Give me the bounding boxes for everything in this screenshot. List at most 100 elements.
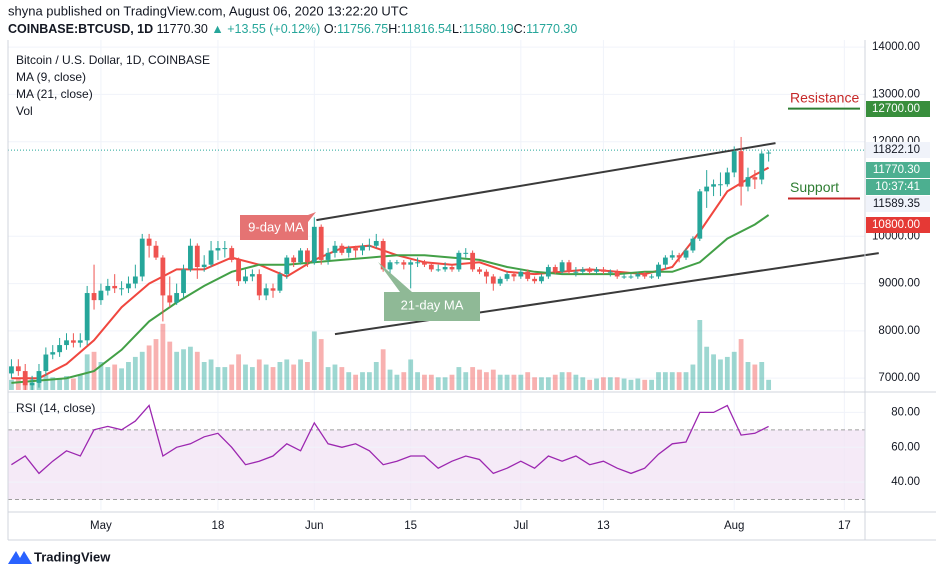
candle-body xyxy=(277,274,283,291)
candle-body xyxy=(559,262,565,272)
volume-bar xyxy=(208,359,214,390)
volume-bar xyxy=(332,364,338,390)
candle-body xyxy=(229,248,235,260)
volume-bar xyxy=(759,362,765,390)
candle-body xyxy=(15,366,21,372)
volume-bar xyxy=(298,359,303,390)
candle-body xyxy=(497,278,503,284)
candle-body xyxy=(305,250,310,263)
candle-body xyxy=(690,238,696,251)
volume-bar xyxy=(731,351,737,390)
candle-body xyxy=(84,293,90,341)
volume-bar xyxy=(415,372,420,390)
candle-body xyxy=(36,371,42,383)
candle-body xyxy=(422,262,427,265)
price-label: 10:37:41 xyxy=(875,181,920,193)
volume-bar xyxy=(601,377,606,390)
volume-bar xyxy=(683,372,689,390)
candle-body xyxy=(77,340,83,343)
volume-bar xyxy=(504,374,510,390)
volume-bar xyxy=(160,323,166,390)
volume-bar xyxy=(256,359,262,390)
legend-ma21: MA (21, close) xyxy=(16,87,93,101)
volume-bar xyxy=(394,374,400,390)
volume-bar xyxy=(704,346,710,390)
rsi-tick-label: 60.00 xyxy=(891,441,920,453)
candle-body xyxy=(236,259,241,282)
volume-bar xyxy=(77,374,83,390)
volume-bar xyxy=(284,359,290,390)
ma21-callout: 21-day MA xyxy=(378,262,480,321)
volume-bar xyxy=(518,374,524,390)
candle-body xyxy=(181,269,186,294)
price-label-bg xyxy=(866,162,930,178)
level-label: Support xyxy=(790,179,839,195)
volume-bar xyxy=(573,374,579,390)
volume-bar xyxy=(532,377,537,390)
candle-body xyxy=(504,274,510,279)
candle-body xyxy=(463,252,469,254)
volume-bar xyxy=(580,377,586,390)
volume-bar xyxy=(497,374,503,390)
ohlc-label: C: xyxy=(514,22,527,36)
callout-box xyxy=(240,212,316,240)
rsi-tick-label: 80.00 xyxy=(891,406,920,418)
candle-body xyxy=(580,269,586,272)
volume-bar xyxy=(188,346,193,390)
volume-bar xyxy=(766,379,772,390)
candle-body xyxy=(408,262,414,265)
symbol-line: COINBASE:BTCUSD, 1D 11770.30 ▲ +13.55 (+… xyxy=(8,22,577,36)
volume-bar xyxy=(222,367,228,390)
candle-body xyxy=(552,267,558,272)
volume-bar xyxy=(167,341,173,390)
candle-body xyxy=(518,271,524,277)
volume-bar xyxy=(435,377,441,390)
volume-bar xyxy=(724,356,730,390)
candle-body xyxy=(332,245,338,253)
volume-bar xyxy=(477,369,482,390)
candle-body xyxy=(249,274,255,277)
volume-bar xyxy=(291,364,297,390)
ohlc-label: H: xyxy=(388,22,401,36)
ma9-callout: 9-day MA xyxy=(240,212,316,240)
volume-bar xyxy=(112,364,118,390)
volume-bar xyxy=(470,367,476,390)
volume-bar xyxy=(711,354,716,390)
volume-bar xyxy=(215,367,221,390)
candle-body xyxy=(325,252,331,260)
candle-body xyxy=(428,264,434,270)
candle-body xyxy=(759,153,765,180)
candle-body xyxy=(263,288,269,296)
price-label-bg xyxy=(866,142,930,158)
candle-body xyxy=(105,285,111,291)
callout-box xyxy=(378,262,480,321)
candle-body xyxy=(373,241,379,246)
change-arrow: ▲ xyxy=(211,22,223,36)
volume-bar xyxy=(525,372,531,390)
volume-bar xyxy=(676,372,682,390)
footer-brand: TradingView xyxy=(34,549,111,564)
candle-body xyxy=(126,283,131,289)
volume-bar xyxy=(587,379,593,390)
volume-bar xyxy=(511,374,517,390)
price-label: 12700.00 xyxy=(872,103,920,115)
volume-bar xyxy=(146,345,152,390)
volume-bar xyxy=(408,359,414,390)
volume-bar xyxy=(607,377,613,390)
candle-body xyxy=(573,271,579,273)
legend-vol: Vol xyxy=(16,104,33,118)
volume-bar xyxy=(449,374,455,390)
level-label: Resistance xyxy=(790,89,859,105)
candle-body xyxy=(50,352,56,355)
candle-body xyxy=(628,276,634,278)
candle-body xyxy=(415,262,420,264)
y-tick-label: 7000.00 xyxy=(878,372,920,384)
candle-body xyxy=(194,245,200,268)
volume-bar xyxy=(484,372,489,390)
volume-bar xyxy=(360,372,365,390)
candle-body xyxy=(642,274,648,277)
volume-bar xyxy=(263,364,269,390)
candle-body xyxy=(291,257,297,263)
last-price: 11770.30 xyxy=(157,22,208,36)
volume-bar xyxy=(277,362,283,390)
